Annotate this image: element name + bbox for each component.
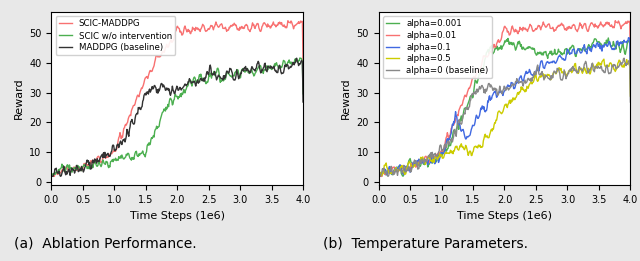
Y-axis label: Reward: Reward <box>341 78 351 119</box>
Line: SCIC-MADDPG: SCIC-MADDPG <box>51 21 303 176</box>
alpha=0.001 <box>604 37 612 40</box>
alpha=0.001 <box>558 51 566 55</box>
alpha=0.1 <box>627 72 634 75</box>
MADDPG (baseline) <box>293 57 301 60</box>
MADDPG (baseline) <box>147 89 155 92</box>
SCIC w/o intervention <box>299 92 307 95</box>
Text: (b)  Temperature Parameters.: (b) Temperature Parameters. <box>323 237 528 251</box>
alpha=0 (baseline) <box>620 57 628 60</box>
alpha=0.01 <box>558 23 566 26</box>
alpha=0.5 <box>558 71 566 74</box>
SCIC-MADDPG <box>207 26 214 29</box>
SCIC-MADDPG <box>130 104 138 107</box>
Text: (a)  Ablation Performance.: (a) Ablation Performance. <box>14 237 197 251</box>
SCIC-MADDPG <box>148 70 156 73</box>
alpha=0 (baseline) <box>457 122 465 125</box>
SCIC-MADDPG <box>299 61 307 64</box>
Line: alpha=0.01: alpha=0.01 <box>379 21 630 176</box>
SCIC w/o intervention <box>77 169 85 172</box>
Line: SCIC w/o intervention: SCIC w/o intervention <box>51 58 303 176</box>
Y-axis label: Reward: Reward <box>13 78 24 119</box>
MADDPG (baseline) <box>47 175 55 178</box>
SCIC-MADDPG <box>47 175 55 178</box>
SCIC w/o intervention <box>206 74 214 78</box>
alpha=0 (baseline) <box>533 66 541 69</box>
X-axis label: Time Steps (1e6): Time Steps (1e6) <box>130 211 225 221</box>
SCIC w/o intervention <box>229 74 237 77</box>
alpha=0.5 <box>533 79 541 82</box>
alpha=0.1 <box>558 56 566 59</box>
Line: alpha=0.001: alpha=0.001 <box>379 38 630 176</box>
alpha=0.01 <box>375 175 383 178</box>
alpha=0.01 <box>627 61 634 64</box>
MADDPG (baseline) <box>230 78 238 81</box>
SCIC w/o intervention <box>47 175 55 178</box>
alpha=0.001 <box>375 175 383 178</box>
Line: alpha=0.1: alpha=0.1 <box>379 38 630 176</box>
Line: alpha=0 (baseline): alpha=0 (baseline) <box>379 58 630 176</box>
Line: MADDPG (baseline): MADDPG (baseline) <box>51 58 303 176</box>
alpha=0.01 <box>406 168 413 171</box>
alpha=0.1 <box>375 175 383 178</box>
alpha=0.5 <box>457 145 465 148</box>
MADDPG (baseline) <box>77 165 85 168</box>
alpha=0.1 <box>557 55 564 58</box>
SCIC-MADDPG <box>230 23 237 27</box>
alpha=0.1 <box>405 167 413 170</box>
MADDPG (baseline) <box>129 122 137 125</box>
alpha=0.01 <box>475 70 483 73</box>
SCIC w/o intervention <box>147 138 155 141</box>
alpha=0.001 <box>474 76 482 80</box>
alpha=0 (baseline) <box>375 175 383 178</box>
Line: alpha=0.5: alpha=0.5 <box>379 59 630 176</box>
alpha=0.01 <box>611 19 619 22</box>
alpha=0 (baseline) <box>474 89 482 92</box>
SCIC-MADDPG <box>78 168 86 171</box>
alpha=0.001 <box>557 50 564 54</box>
alpha=0.5 <box>405 161 413 164</box>
Legend: SCIC-MADDPG, SCIC w/o intervention, MADDPG (baseline): SCIC-MADDPG, SCIC w/o intervention, MADD… <box>56 16 175 55</box>
alpha=0.5 <box>375 175 383 178</box>
alpha=0 (baseline) <box>558 78 566 81</box>
alpha=0.1 <box>625 36 632 39</box>
alpha=0 (baseline) <box>627 100 634 104</box>
alpha=0.5 <box>474 144 482 147</box>
alpha=0.001 <box>627 77 634 80</box>
alpha=0 (baseline) <box>557 77 564 80</box>
MADDPG (baseline) <box>229 77 237 80</box>
alpha=0.001 <box>533 53 541 56</box>
alpha=0.5 <box>600 58 608 61</box>
alpha=0.1 <box>474 117 482 120</box>
SCIC-MADDPG <box>49 175 57 178</box>
X-axis label: Time Steps (1e6): Time Steps (1e6) <box>457 211 552 221</box>
alpha=0.1 <box>457 128 465 131</box>
alpha=0.01 <box>534 26 541 29</box>
alpha=0.001 <box>405 159 413 162</box>
alpha=0.01 <box>557 23 565 27</box>
alpha=0.5 <box>557 68 564 71</box>
Legend: alpha=0.001, alpha=0.01, alpha=0.1, alpha=0.5, alpha=0 (baseline): alpha=0.001, alpha=0.01, alpha=0.1, alph… <box>383 16 492 78</box>
alpha=0.001 <box>457 117 465 120</box>
SCIC w/o intervention <box>230 74 238 78</box>
alpha=0.1 <box>533 67 541 70</box>
alpha=0.01 <box>376 175 384 178</box>
SCIC w/o intervention <box>296 56 304 60</box>
SCIC w/o intervention <box>129 156 137 159</box>
MADDPG (baseline) <box>206 66 214 69</box>
SCIC-MADDPG <box>231 23 239 26</box>
MADDPG (baseline) <box>299 100 307 104</box>
SCIC-MADDPG <box>284 19 292 22</box>
alpha=0 (baseline) <box>405 165 413 168</box>
alpha=0.5 <box>627 94 634 98</box>
alpha=0.01 <box>458 104 465 107</box>
